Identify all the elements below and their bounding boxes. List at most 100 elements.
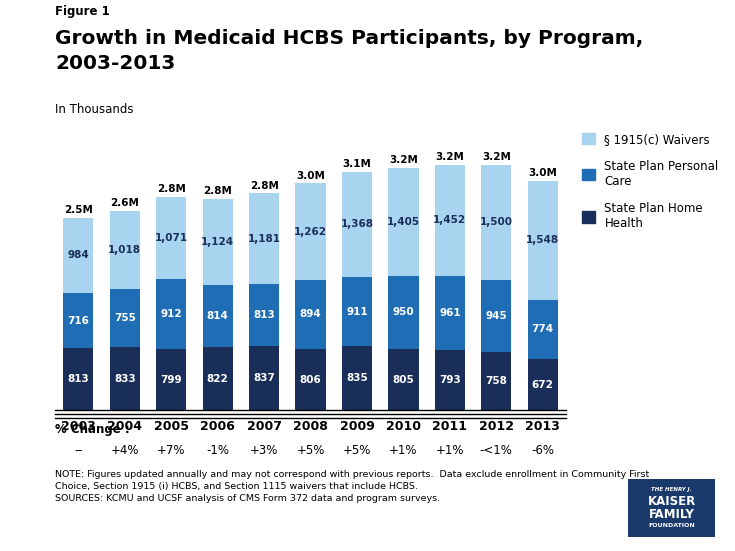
Bar xyxy=(63,293,93,348)
Text: Figure 1: Figure 1 xyxy=(55,6,110,18)
Bar xyxy=(249,193,279,284)
Text: --: -- xyxy=(74,444,83,457)
Text: 835: 835 xyxy=(346,374,368,383)
Text: Choice, Section 1915 (i) HCBS, and Section 1115 waivers that include HCBS.: Choice, Section 1915 (i) HCBS, and Secti… xyxy=(55,482,418,491)
Bar xyxy=(481,352,512,410)
Bar xyxy=(528,359,558,410)
Text: 1,018: 1,018 xyxy=(108,245,141,255)
Text: 793: 793 xyxy=(439,375,461,385)
Bar xyxy=(342,277,372,347)
Text: 2.5M: 2.5M xyxy=(64,205,93,215)
Text: -6%: -6% xyxy=(531,444,554,457)
Text: 837: 837 xyxy=(253,374,275,383)
Bar xyxy=(342,347,372,410)
Text: FOUNDATION: FOUNDATION xyxy=(648,523,695,528)
Text: 984: 984 xyxy=(68,251,89,261)
Bar xyxy=(528,181,558,300)
Bar xyxy=(295,349,326,410)
Text: 833: 833 xyxy=(114,374,136,383)
Text: 1,405: 1,405 xyxy=(387,217,420,227)
Bar xyxy=(63,218,93,293)
Text: 911: 911 xyxy=(346,306,368,316)
Text: +5%: +5% xyxy=(343,444,371,457)
Bar xyxy=(388,276,418,349)
Text: SOURCES: KCMU and UCSF analysis of CMS Form 372 data and program surveys.: SOURCES: KCMU and UCSF analysis of CMS F… xyxy=(55,494,440,504)
Text: 1,124: 1,124 xyxy=(201,237,234,247)
Bar xyxy=(481,165,512,280)
Text: 2.8M: 2.8M xyxy=(157,185,186,195)
Text: +1%: +1% xyxy=(389,444,417,457)
Bar xyxy=(249,284,279,346)
Bar xyxy=(528,300,558,359)
Bar xyxy=(388,349,418,410)
Bar xyxy=(388,168,418,276)
Bar xyxy=(203,348,233,410)
Text: 945: 945 xyxy=(485,311,507,321)
Text: 3.2M: 3.2M xyxy=(389,155,418,165)
Text: 814: 814 xyxy=(207,311,229,321)
Bar xyxy=(156,349,186,410)
Text: 3.2M: 3.2M xyxy=(435,152,465,162)
Bar xyxy=(63,348,93,410)
Text: Growth in Medicaid HCBS Participants, by Program,: Growth in Medicaid HCBS Participants, by… xyxy=(55,29,643,48)
Text: 2.8M: 2.8M xyxy=(250,181,279,191)
Text: 822: 822 xyxy=(207,374,229,384)
Text: -1%: -1% xyxy=(206,444,229,457)
Text: 799: 799 xyxy=(160,375,182,385)
Text: 3.2M: 3.2M xyxy=(482,152,511,162)
Text: 672: 672 xyxy=(532,380,553,390)
Text: 950: 950 xyxy=(392,307,415,317)
Text: +3%: +3% xyxy=(250,444,279,457)
Bar xyxy=(295,280,326,349)
Bar xyxy=(110,347,140,410)
Text: 961: 961 xyxy=(439,308,461,318)
Text: +5%: +5% xyxy=(296,444,325,457)
Text: 2003-2013: 2003-2013 xyxy=(55,54,176,73)
Text: 806: 806 xyxy=(300,375,321,385)
Text: 1,548: 1,548 xyxy=(526,235,559,245)
Text: 1,452: 1,452 xyxy=(434,215,467,225)
Text: 894: 894 xyxy=(300,310,321,320)
Text: 1,500: 1,500 xyxy=(480,217,513,228)
Text: KAISER: KAISER xyxy=(648,495,696,508)
Text: +4%: +4% xyxy=(110,444,139,457)
Bar xyxy=(295,183,326,280)
Text: 1,071: 1,071 xyxy=(154,233,187,243)
Bar xyxy=(203,285,233,348)
Text: % Change :: % Change : xyxy=(55,423,130,435)
Text: 912: 912 xyxy=(160,309,182,319)
Text: FAMILY: FAMILY xyxy=(649,507,695,521)
Bar xyxy=(342,172,372,277)
Text: 1,262: 1,262 xyxy=(294,226,327,237)
Bar xyxy=(435,350,465,410)
Bar xyxy=(156,279,186,349)
Text: 3.1M: 3.1M xyxy=(343,159,371,169)
Text: 2.8M: 2.8M xyxy=(203,186,232,196)
Text: 813: 813 xyxy=(254,310,275,320)
Bar xyxy=(435,165,465,276)
Text: -<1%: -<1% xyxy=(480,444,513,457)
Text: +1%: +1% xyxy=(436,444,464,457)
Bar xyxy=(203,199,233,285)
Text: 716: 716 xyxy=(68,316,89,326)
Bar xyxy=(249,346,279,410)
Text: 2.6M: 2.6M xyxy=(110,198,139,208)
Legend: § 1915(c) Waivers, State Plan Personal
Care, State Plan Home
Health: § 1915(c) Waivers, State Plan Personal C… xyxy=(582,133,719,230)
Text: 1,181: 1,181 xyxy=(248,234,281,244)
Text: 3.0M: 3.0M xyxy=(528,168,557,178)
Text: 1,368: 1,368 xyxy=(340,219,373,229)
Bar xyxy=(110,289,140,347)
Text: THE HENRY J.: THE HENRY J. xyxy=(651,487,692,492)
Text: 758: 758 xyxy=(485,376,507,386)
Text: 805: 805 xyxy=(392,375,415,385)
Text: 755: 755 xyxy=(114,312,136,323)
Text: +7%: +7% xyxy=(157,444,185,457)
Bar xyxy=(481,280,512,352)
Bar xyxy=(435,276,465,350)
Text: 774: 774 xyxy=(531,325,553,334)
Text: In Thousands: In Thousands xyxy=(55,103,134,116)
Text: NOTE: Figures updated annually and may not correspond with previous reports.  Da: NOTE: Figures updated annually and may n… xyxy=(55,469,650,479)
Text: 3.0M: 3.0M xyxy=(296,171,325,181)
Bar xyxy=(156,197,186,279)
Text: 813: 813 xyxy=(68,374,89,384)
